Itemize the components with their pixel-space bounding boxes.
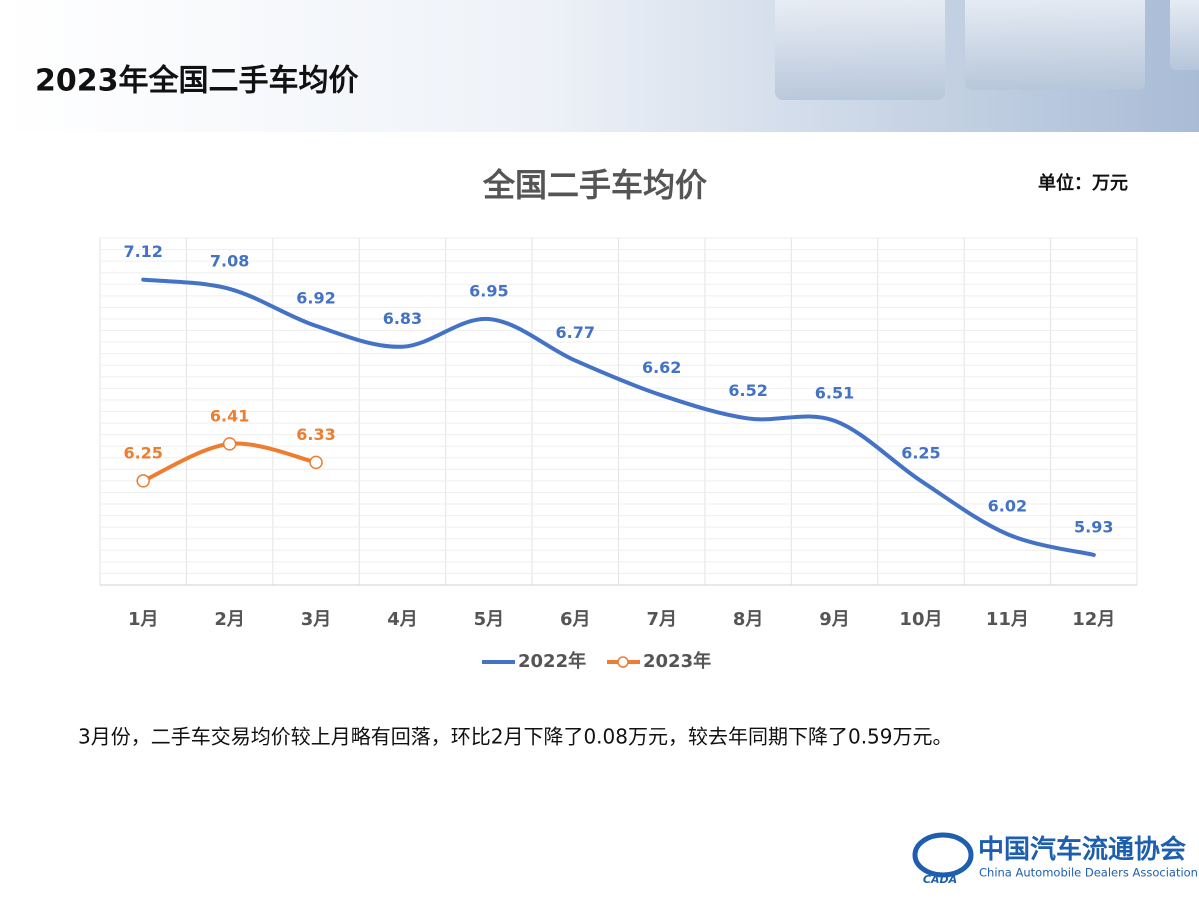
header-cube [1170,0,1199,70]
data-label: 6.83 [383,309,422,328]
x-tick-label: 12月 [1072,609,1115,630]
data-label: 6.95 [469,281,508,300]
data-label: 6.62 [642,358,681,377]
x-tick-label: 10月 [899,609,942,630]
logo-en: China Automobile Dealers Association [979,866,1198,880]
x-tick-label: 5月 [474,609,505,630]
data-label: 6.25 [123,443,162,462]
data-label: 6.33 [296,425,335,444]
data-label: 7.08 [210,251,249,270]
point-marker [136,474,150,488]
header-cube [965,0,1145,90]
logo-cn: 中国汽车流通协会 [978,834,1186,865]
series-line [141,277,1096,557]
logo: CADA 中国汽车流通协会 China Automobile Dealers A… [912,832,1198,886]
data-label: 6.51 [815,383,854,402]
chart-title: 全国二手车均价 [482,166,707,204]
logo-mark [912,832,974,878]
x-tick-label: 11月 [986,609,1029,630]
unit-label: 单位：万元 [1038,172,1128,194]
data-label: 6.77 [556,323,595,342]
logo-abbr: CADA [923,873,957,886]
x-tick-label: 1月 [128,609,159,630]
x-tick-label: 6月 [560,609,591,630]
data-label: 6.41 [210,406,249,425]
point-marker [222,437,237,451]
legend-label: 2022年 [518,650,586,672]
legend-label: 2023年 [643,650,711,672]
header-cube [775,0,945,100]
x-tick-label: 9月 [819,609,850,630]
x-tick-label: 4月 [387,609,418,630]
x-tick-label: 3月 [301,609,332,630]
data-label: 6.52 [728,381,767,400]
note: 3月份，二手车交易均价较上月略有回落，环比2月下降了0.08万元，较去年同期下降… [78,725,953,749]
x-tick-label: 8月 [733,609,764,630]
data-label: 6.02 [988,497,1027,516]
x-tick-label: 2月 [214,609,245,630]
data-label: 5.93 [1074,517,1113,536]
point-marker [309,455,323,470]
data-label: 6.92 [296,288,335,307]
slide-title: 2023年全国二手车均价 [35,64,359,99]
x-tick-label: 7月 [646,609,677,630]
legend-marker [617,656,629,668]
data-label: 6.25 [901,443,940,462]
data-label: 7.12 [123,242,162,261]
